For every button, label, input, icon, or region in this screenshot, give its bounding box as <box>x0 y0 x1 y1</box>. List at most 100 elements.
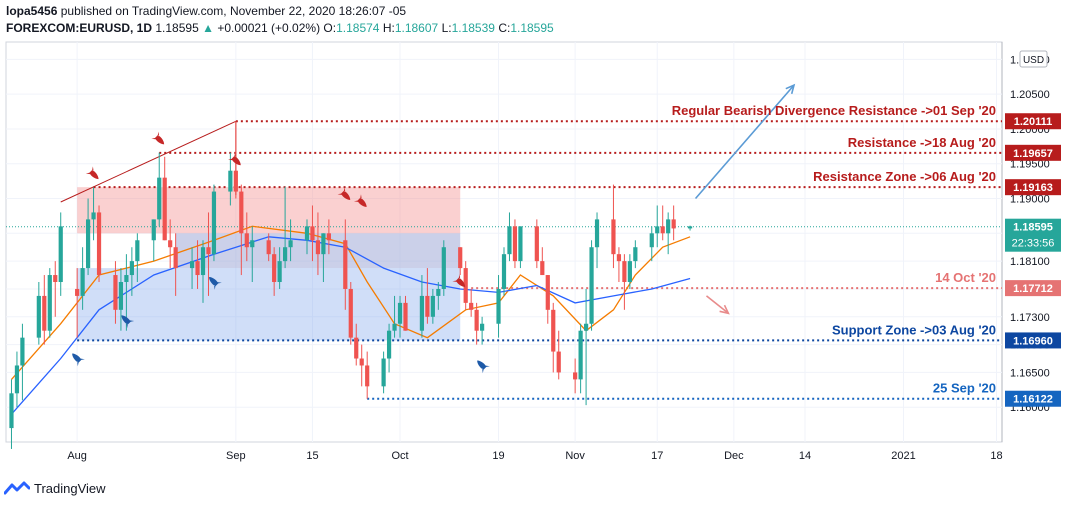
candle-body <box>151 219 156 241</box>
candle-body <box>58 226 63 282</box>
symbol-name[interactable]: FOREXCOM:EURUSD, 1D <box>6 21 153 35</box>
candle-body <box>666 219 671 234</box>
candle-body <box>168 240 173 248</box>
footer-brand[interactable]: TradingView <box>34 480 106 496</box>
candle-body <box>622 261 627 282</box>
candle-body <box>397 302 403 324</box>
open-value: 1.18574 <box>336 21 380 35</box>
candle-body <box>381 358 386 387</box>
level-annotation: 14 Oct '20 <box>935 270 996 285</box>
sell-rocket-icon <box>353 194 367 207</box>
x-tick-label: 2021 <box>891 450 915 462</box>
candle-body <box>42 295 47 331</box>
price-label: 1.19657 <box>1013 148 1053 160</box>
candle-body <box>321 233 326 255</box>
x-tick-label: 14 <box>799 450 811 462</box>
price-label: 1.16122 <box>1013 394 1053 406</box>
level-annotation: Resistance ->18 Aug '20 <box>848 135 996 150</box>
candle-body <box>507 226 512 255</box>
published-text: published on TradingView.com, November 2… <box>60 4 407 18</box>
low-value: 1.18539 <box>451 21 495 35</box>
candle-body <box>189 261 195 269</box>
candle-body <box>594 219 600 248</box>
sell-rocket-icon <box>452 274 466 287</box>
candle-body <box>36 295 41 338</box>
candle-body <box>386 330 392 359</box>
forecast-up-arrow-head <box>785 83 796 95</box>
buy-rocket-icon <box>477 360 490 374</box>
y-tick-label: 1.19000 <box>1010 194 1050 206</box>
candle-body <box>480 323 485 331</box>
candle-body <box>540 261 545 276</box>
candle-body <box>573 372 578 380</box>
candle-body <box>288 240 293 248</box>
candle-body <box>474 309 479 331</box>
candle-body <box>583 323 589 331</box>
forecast-down-arrow-shaft <box>705 295 729 314</box>
candle-body <box>556 351 561 373</box>
current-price-box <box>1005 218 1061 252</box>
level-annotation: 25 Sep '20 <box>933 381 996 396</box>
candle-body <box>304 226 310 241</box>
currency-badge-label: USD <box>1023 55 1044 66</box>
price-label-box <box>1005 144 1061 161</box>
candle-body <box>272 254 277 282</box>
candle-body <box>392 323 397 331</box>
chart-header: lopa5456 published on TradingView.com, N… <box>6 3 996 37</box>
candle-body <box>633 247 638 262</box>
sell-rocket-icon <box>337 187 351 200</box>
x-tick-label: Aug <box>67 450 87 462</box>
current-price-label: 1.18595 <box>1013 222 1053 234</box>
y-tick-label: 1.20500 <box>1010 89 1050 101</box>
candle-body <box>113 275 118 310</box>
candle-body <box>96 212 102 276</box>
x-tick-label: 19 <box>492 450 504 462</box>
sell-rocket-icon <box>85 166 99 180</box>
price-label: 1.17712 <box>1013 283 1053 295</box>
buy-rocket-icon <box>72 353 85 367</box>
candle-body <box>403 302 408 331</box>
countdown-timer: 22:33:56 <box>1012 238 1055 250</box>
buy-rocket-icon <box>121 315 135 329</box>
candle-body <box>80 268 85 296</box>
candle-body <box>129 261 134 276</box>
change-arrow-icon: ▲ <box>202 21 214 35</box>
candle-body <box>85 219 91 269</box>
candle-body <box>616 254 622 262</box>
candle-body <box>419 295 425 331</box>
candle-body <box>365 365 370 387</box>
close-label: C: <box>498 21 511 35</box>
moving-average-line <box>11 225 691 380</box>
candle-body <box>118 282 124 310</box>
divergence-trendline <box>60 120 237 203</box>
candle-body <box>47 275 52 331</box>
candle-body <box>9 393 14 429</box>
candle-body <box>425 295 430 317</box>
low-label: L: <box>441 21 452 35</box>
close-value: 1.18595 <box>510 21 554 35</box>
level-annotation: Resistance Zone ->06 Aug '20 <box>813 169 996 184</box>
candle-body <box>310 226 315 241</box>
candle-body <box>436 288 441 296</box>
candle-body <box>545 275 550 310</box>
candle-body <box>649 233 654 248</box>
price-label-box <box>1005 179 1061 196</box>
candle-body <box>348 288 353 338</box>
price-label-box <box>1005 280 1061 297</box>
candle-body <box>354 337 359 359</box>
x-tick-label: Dec <box>724 450 744 462</box>
candle-body <box>135 240 140 262</box>
publisher-name[interactable]: lopa5456 <box>6 4 58 18</box>
price-label: 1.20111 <box>1014 116 1053 128</box>
x-tick-label: Sep <box>226 450 246 462</box>
price-label: 1.16960 <box>1013 335 1053 347</box>
price-label-box <box>1005 332 1061 349</box>
candle-body <box>315 240 321 255</box>
sell-rocket-icon <box>151 131 165 145</box>
candle-body <box>501 254 507 289</box>
candle-body <box>233 170 238 192</box>
candle-body <box>53 275 58 282</box>
tradingview-logo-icon[interactable] <box>4 481 30 495</box>
candle-body <box>430 295 435 317</box>
